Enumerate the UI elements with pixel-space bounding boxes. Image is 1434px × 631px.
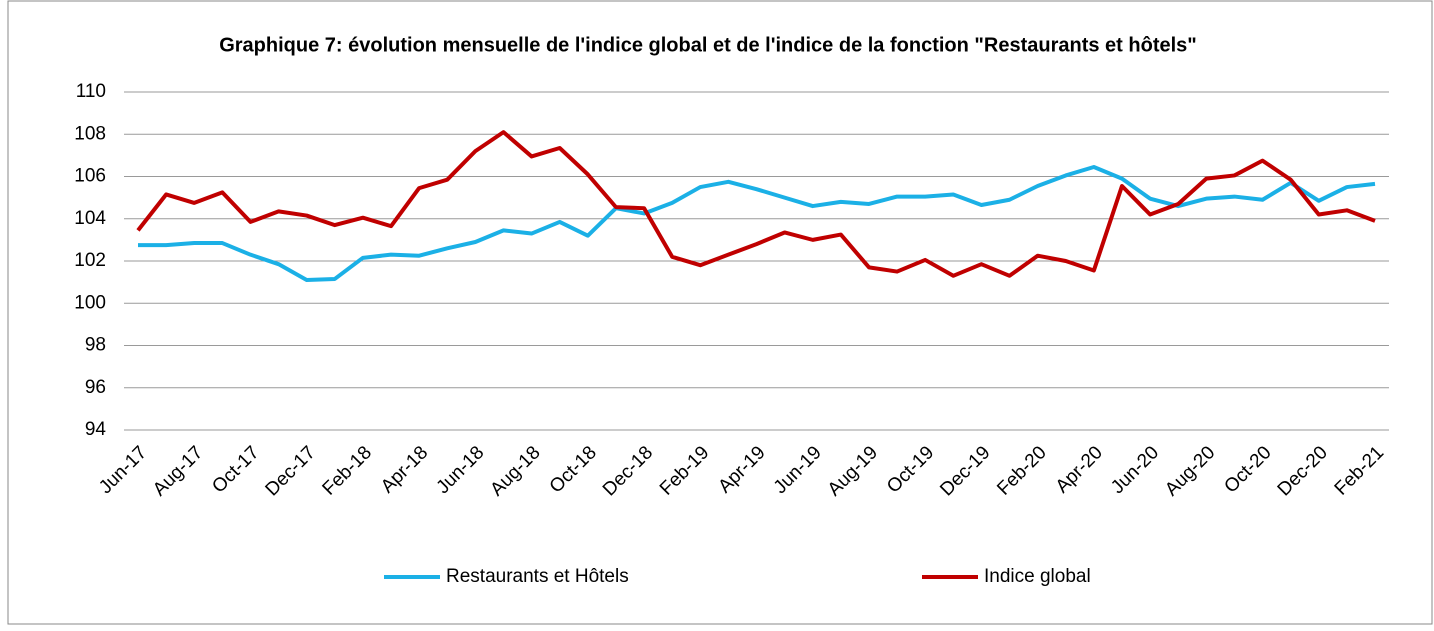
- y-tick-label: 98: [85, 335, 106, 356]
- y-tick-label: 100: [74, 292, 106, 313]
- y-tick-label: 96: [85, 377, 106, 398]
- y-tick-label: 108: [74, 123, 106, 144]
- y-tick-label: 104: [74, 208, 106, 229]
- y-tick-label: 94: [85, 419, 107, 440]
- legend-label: Indice global: [984, 566, 1091, 587]
- series-line: [138, 164, 1376, 283]
- chart-title: Graphique 7: évolution mensuelle de l'in…: [219, 34, 1197, 56]
- y-tick-label: 110: [76, 81, 106, 102]
- series-line: [136, 130, 1376, 278]
- y-tick-label: 102: [74, 250, 106, 271]
- y-tick-label: 106: [74, 166, 106, 187]
- chart-border: [7, 0, 1433, 625]
- legend-label: Restaurants et Hôtels: [446, 566, 629, 587]
